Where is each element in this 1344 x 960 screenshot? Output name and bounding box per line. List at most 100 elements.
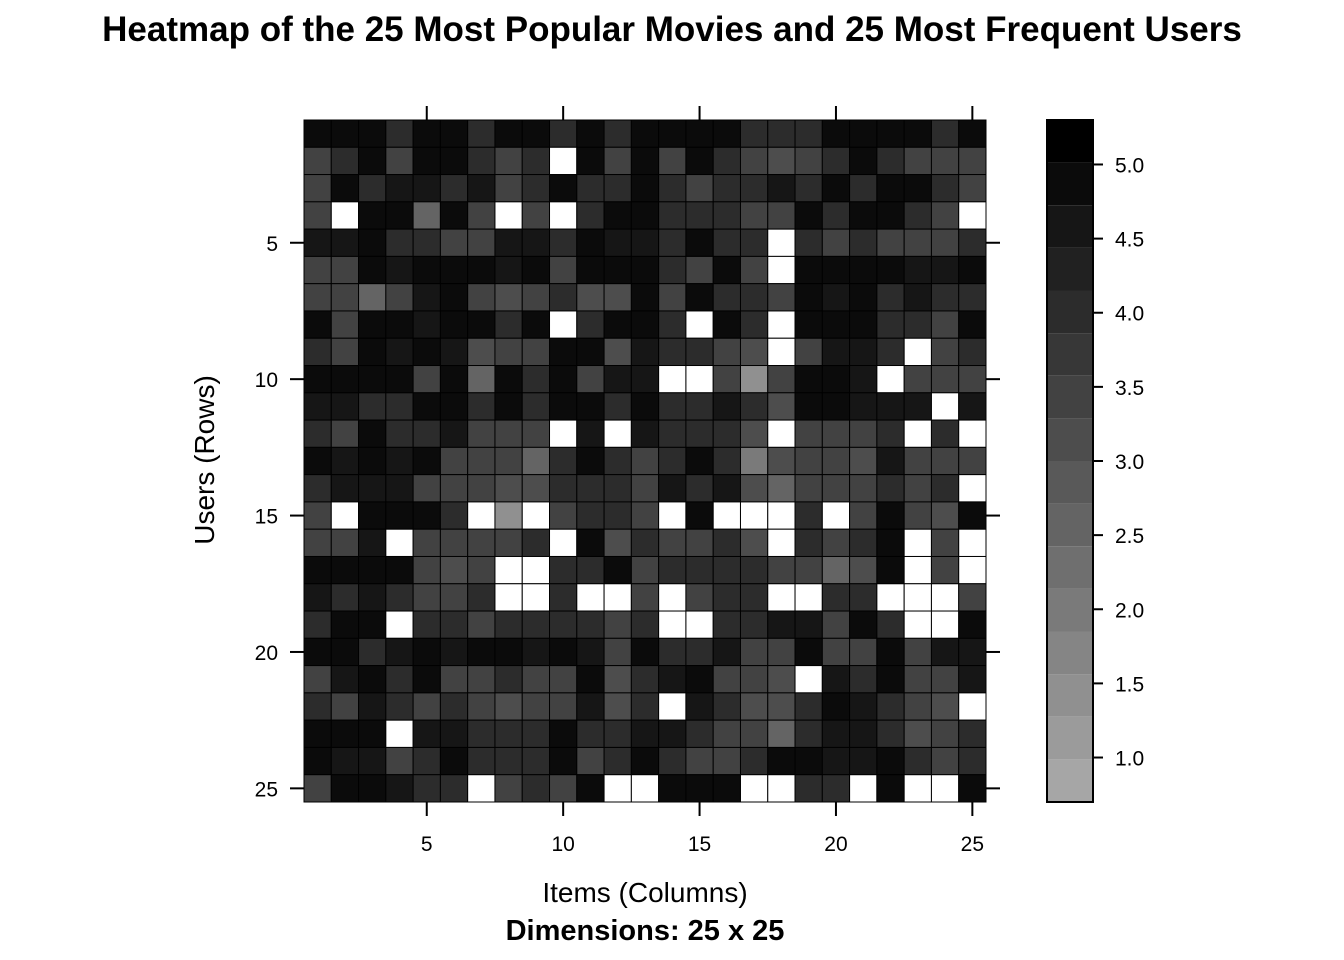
heatmap-cell: [358, 255, 387, 285]
heatmap-cell: [739, 146, 769, 176]
heatmap-cell: [358, 146, 387, 176]
heatmap-cell: [521, 665, 551, 694]
heatmap-cell: [767, 474, 796, 503]
heatmap-cell: [549, 501, 578, 530]
heatmap-cell: [658, 419, 687, 448]
heatmap-cell: [385, 201, 414, 230]
heatmap-cell: [576, 146, 605, 176]
heatmap-cell: [412, 528, 441, 557]
heatmap-cell: [303, 610, 332, 639]
colorbar-tick-label: 4.0: [1115, 303, 1144, 326]
heatmap-cell: [467, 446, 496, 476]
heatmap-cell: [467, 555, 496, 585]
heatmap-cell: [303, 528, 332, 557]
heatmap-cell: [412, 692, 441, 721]
heatmap-cell: [576, 555, 605, 585]
heatmap-cell: [412, 255, 441, 285]
colorbar-bin: [1047, 461, 1093, 504]
heatmap-cell: [821, 201, 851, 230]
heatmap-cell: [712, 174, 741, 203]
heatmap-cell: [385, 474, 414, 503]
heatmap-cell: [658, 283, 687, 312]
heatmap-cell: [712, 310, 741, 339]
heatmap-cell: [849, 283, 878, 312]
heatmap-cell: [494, 228, 523, 257]
heatmap-cell: [303, 692, 332, 721]
heatmap-cell: [903, 692, 932, 721]
heatmap-cell: [412, 774, 441, 803]
heatmap-cell: [903, 665, 932, 694]
heatmap-cell: [876, 446, 905, 476]
heatmap-cell: [658, 119, 687, 148]
colorbar: 1.0 1.5 2.0 2.5 3.0 3.5 4.0 4.5 5.0: [1046, 119, 1144, 803]
heatmap-cell: [658, 310, 687, 339]
heatmap-cell: [603, 174, 632, 203]
heatmap-cell: [658, 392, 687, 421]
heatmap-cell: [739, 555, 769, 585]
heatmap-cell: [494, 774, 523, 803]
heatmap-cell: [439, 555, 469, 585]
heatmap-cell: [821, 528, 851, 557]
heatmap-cell: [303, 228, 332, 257]
heatmap-cell: [630, 719, 660, 748]
heatmap-cell: [930, 146, 960, 176]
heatmap-cell: [958, 310, 987, 339]
heatmap-cell: [712, 774, 741, 803]
heatmap-cell: [849, 637, 878, 667]
heatmap-cell: [876, 255, 905, 285]
heatmap-cell: [358, 174, 387, 203]
heatmap-cell: [739, 446, 769, 476]
heatmap-cell: [549, 746, 578, 776]
heatmap-cell: [303, 310, 332, 339]
heatmap-cell: [494, 528, 523, 557]
heatmap-cell: [958, 555, 987, 585]
heatmap-cell: [767, 637, 796, 667]
heatmap-cell: [930, 310, 960, 339]
heatmap-cell: [521, 365, 551, 394]
heatmap-cell: [303, 474, 332, 503]
heatmap-cell: [903, 446, 932, 476]
heatmap-cell: [685, 528, 714, 557]
heatmap-cell: [439, 365, 469, 394]
heatmap-cell: [603, 119, 632, 148]
heatmap-cell: [876, 501, 905, 530]
heatmap-cell: [412, 583, 441, 612]
heatmap-cell: [767, 555, 796, 585]
heatmap-cell: [958, 474, 987, 503]
heatmap-cell: [358, 692, 387, 721]
x-tick-label: 5: [421, 833, 433, 856]
heatmap-cell: [603, 446, 632, 476]
heatmap-cell: [467, 665, 496, 694]
heatmap-cell: [930, 774, 960, 803]
heatmap-cell: [630, 365, 660, 394]
heatmap-cell: [630, 419, 660, 448]
heatmap-cell: [521, 419, 551, 448]
heatmap-cell: [521, 310, 551, 339]
heatmap-cell: [630, 501, 660, 530]
heatmap-cell: [821, 719, 851, 748]
heatmap-cell: [685, 201, 714, 230]
heatmap-cell: [603, 146, 632, 176]
heatmap-cell: [576, 337, 605, 367]
heatmap-cell: [330, 174, 360, 203]
heatmap-cell: [794, 283, 823, 312]
heatmap-cell: [467, 501, 496, 530]
heatmap-cell: [739, 501, 769, 530]
heatmap-cell: [330, 146, 360, 176]
heatmap-cell: [576, 119, 605, 148]
heatmap-cell: [794, 610, 823, 639]
heatmap-cell: [439, 419, 469, 448]
heatmap-cell: [739, 610, 769, 639]
heatmap-cell: [358, 719, 387, 748]
heatmap-cell: [330, 392, 360, 421]
heatmap-cell: [494, 746, 523, 776]
colorbar-tick-label: 2.5: [1115, 525, 1144, 548]
heatmap-cell: [658, 583, 687, 612]
heatmap-cell: [849, 146, 878, 176]
colorbar-tick-label: 4.5: [1115, 229, 1144, 252]
heatmap-cell: [412, 746, 441, 776]
heatmap-cell: [876, 474, 905, 503]
heatmap-cell: [685, 665, 714, 694]
heatmap-cell: [930, 501, 960, 530]
heatmap-cell: [849, 746, 878, 776]
